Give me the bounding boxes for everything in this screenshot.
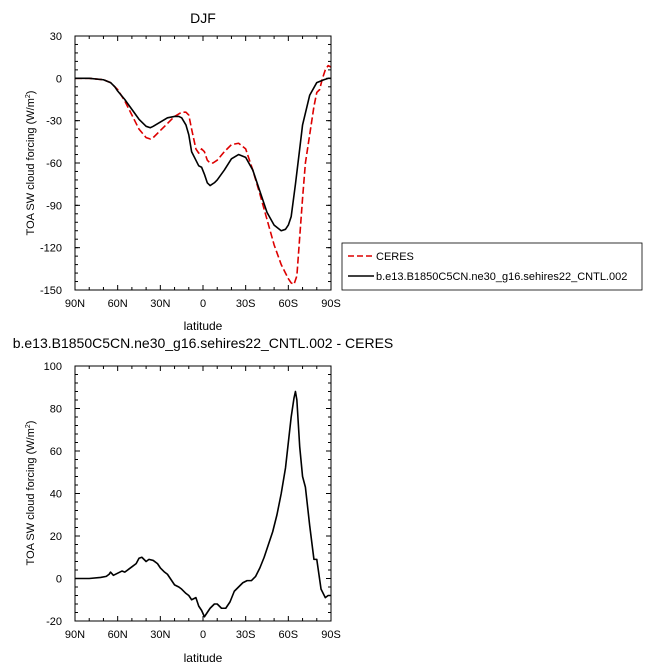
bottom-chart-xlabel: latitude <box>184 651 223 665</box>
bottom-chart-axes: 90N 60N 30N 0 30S 60S 90S -20 0 20 40 60 80 100 <box>44 361 341 641</box>
top-chart-xtick-label: 60S <box>279 298 299 310</box>
bottom-chart-series <box>75 390 331 618</box>
bottom-chart-ytick-label: 0 <box>56 574 62 586</box>
top-chart-ytick-label: -60 <box>46 158 62 170</box>
top-chart-ytick-label: 0 <box>56 73 62 85</box>
top-chart-xtick-label: 30N <box>150 298 170 310</box>
bottom-chart-ytick-label: -20 <box>46 616 62 628</box>
top-chart-ytick-label: -30 <box>46 116 62 128</box>
top-chart-xlabel: latitude <box>184 319 223 333</box>
top-chart-frame <box>74 35 332 291</box>
bottom-chart-ytick-label: 40 <box>50 489 62 501</box>
bottom-chart-ytick-label: 20 <box>50 531 62 543</box>
bottom-chart-xtick-label: 0 <box>200 629 206 641</box>
top-chart-xtick-label: 90S <box>321 298 341 310</box>
top-chart-series <box>75 64 332 286</box>
bottom-chart-panel: b.e13.B1850C5CN.ne30_g16.sehires22_CNTL.… <box>13 335 394 665</box>
bottom-chart-ylabel-text: TOA SW cloud forcing (W/m <box>25 428 37 565</box>
top-chart-xtick-label: 0 <box>200 298 206 310</box>
bottom-chart-title: b.e13.B1850C5CN.ne30_g16.sehires22_CNTL.… <box>13 335 394 351</box>
top-chart-ytick-label: -90 <box>46 200 62 212</box>
top-chart-ytick-label: -120 <box>40 243 62 255</box>
top-chart-ytick-label: -150 <box>40 285 62 297</box>
top-chart-ylabel-sup: 2 <box>25 94 32 98</box>
legend-ceres-label: CERES <box>376 251 414 263</box>
bottom-chart-series-difference-line <box>75 390 331 618</box>
top-chart-xtick-label: 90N <box>65 298 85 310</box>
bottom-chart-ylabel-close: ) <box>25 421 37 425</box>
top-chart-title: DJF <box>190 10 216 26</box>
top-chart-ylabel-close: ) <box>25 91 37 95</box>
top-chart-ytick-label: 30 <box>50 31 62 43</box>
top-chart-ylabel-text: TOA SW cloud forcing (W/m <box>25 98 37 235</box>
bottom-chart-ytick-label: 60 <box>50 446 62 458</box>
top-chart-ylabel: TOA SW cloud forcing (W/m2) <box>25 91 37 236</box>
bottom-chart-xtick-label: 30N <box>150 629 170 641</box>
top-chart-xtick-label: 60N <box>108 298 128 310</box>
legend-model-label: b.e13.B1850C5CN.ne30_g16.sehires22_CNTL.… <box>376 271 627 283</box>
bottom-chart-ylabel-sup: 2 <box>25 424 32 428</box>
bottom-chart-xtick-label: 60N <box>108 629 128 641</box>
bottom-chart-ytick-label: 100 <box>44 361 62 373</box>
bottom-chart-frame <box>74 365 332 622</box>
top-chart-xtick-label: 30S <box>236 298 256 310</box>
top-chart-axes: 90N 60N 30N 0 30S 60S 90S -150 -120 -90 -60 -30 0 30 <box>40 31 341 310</box>
bottom-chart-xtick-label: 90N <box>65 629 85 641</box>
top-chart-panel: DJF 90N 60N 30N 0 30S 60S 90S -150 -120 -90 -60 -30… <box>25 10 643 333</box>
legend: CERES b.e13.B1850C5CN.ne30_g16.sehires22… <box>341 242 643 291</box>
bottom-chart-xtick-label: 60S <box>279 629 299 641</box>
bottom-chart-ylabel: TOA SW cloud forcing (W/m2) <box>25 421 37 566</box>
bottom-chart-ytick-label: 80 <box>50 404 62 416</box>
top-chart-series-model-line <box>75 77 331 232</box>
bottom-chart-xtick-label: 90S <box>321 629 341 641</box>
legend-box <box>341 242 643 291</box>
top-chart-series-ceres-line <box>75 64 332 286</box>
bottom-chart-xtick-label: 30S <box>236 629 256 641</box>
